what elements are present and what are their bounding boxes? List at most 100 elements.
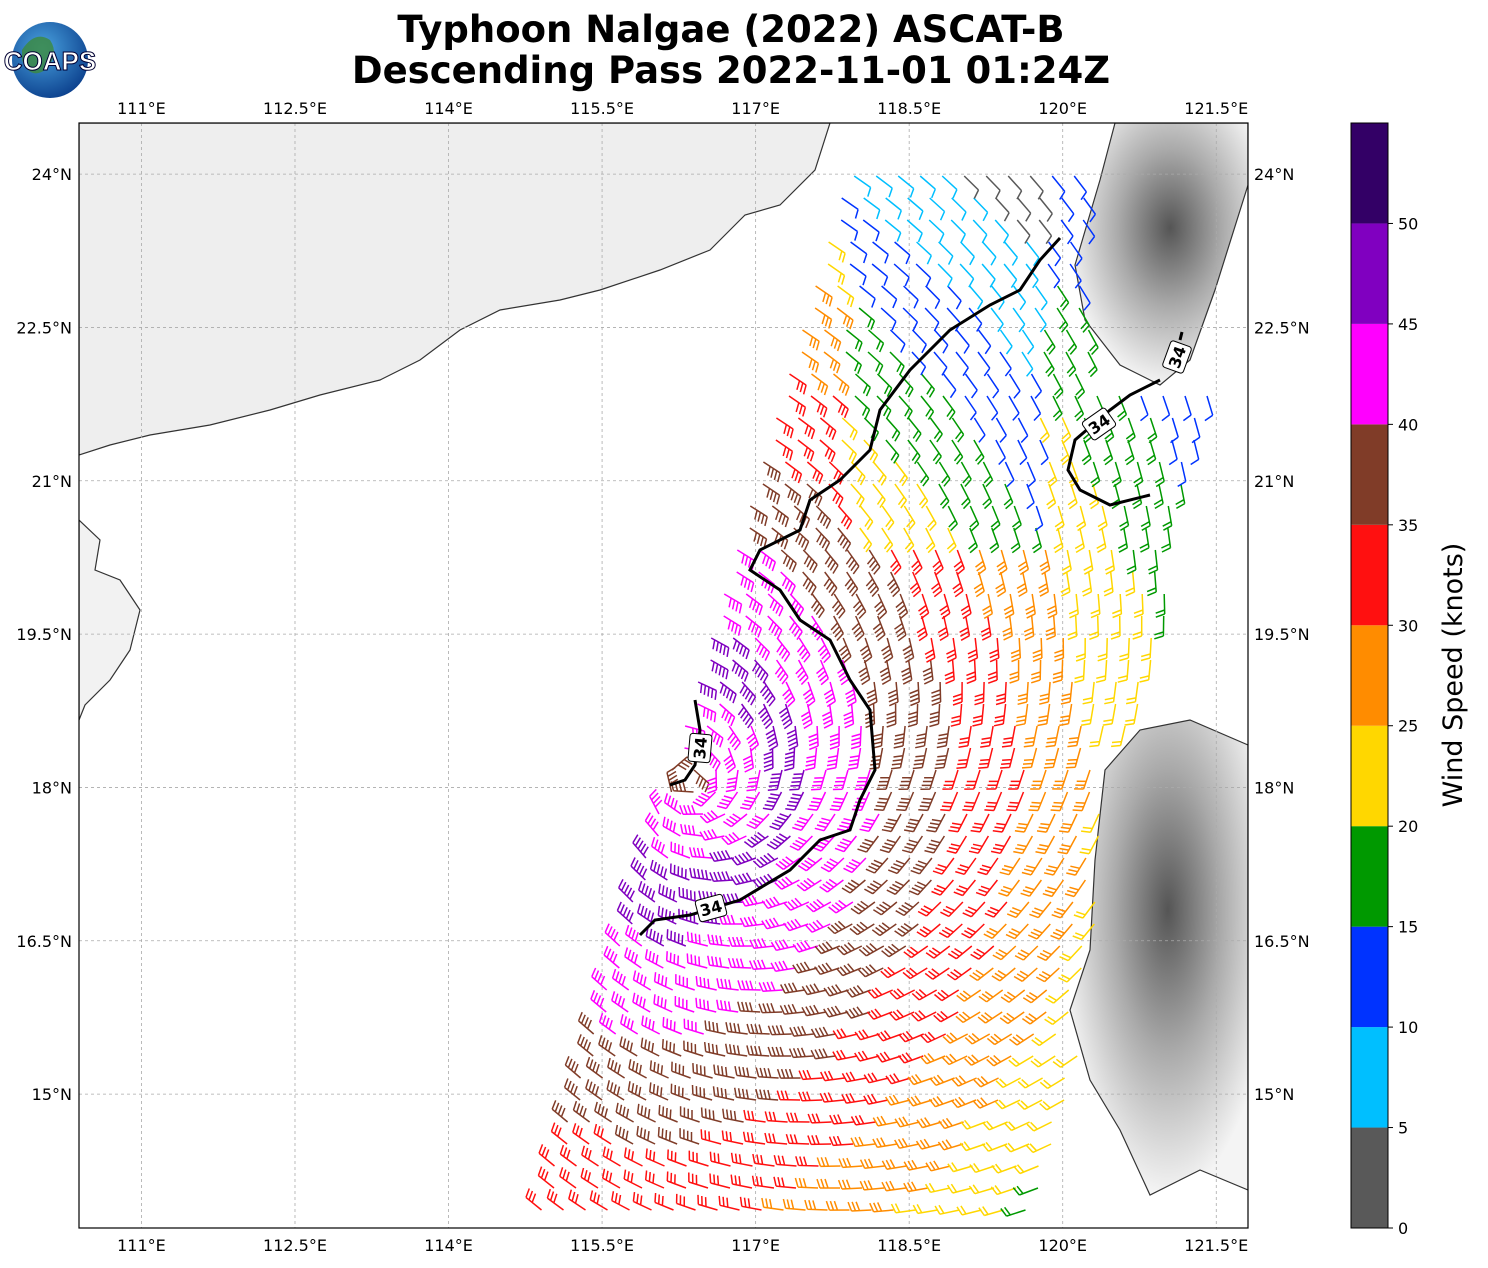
- wind-barb: [911, 549, 923, 576]
- wind-barb: [783, 918, 809, 932]
- wind-barb: [1042, 879, 1065, 898]
- wind-barb: [780, 571, 796, 595]
- wind-barb: [546, 1188, 564, 1211]
- wind-barb: [786, 725, 799, 751]
- wind-barb: [862, 219, 880, 242]
- wind-barb: [850, 241, 868, 264]
- wind-barb: [699, 829, 725, 841]
- wind-barb: [879, 659, 892, 685]
- wind-barb: [801, 351, 820, 373]
- wind-barb: [990, 505, 1001, 532]
- wind-barb: [958, 725, 972, 749]
- wind-barb: [1013, 967, 1038, 982]
- wind-barb: [946, 967, 972, 981]
- wind-barb: [890, 1203, 916, 1214]
- wind-barb: [844, 571, 859, 597]
- wind-barb: [859, 505, 874, 531]
- wind-barb: [872, 461, 887, 486]
- wind-barb: [814, 941, 841, 955]
- wind-barb: [775, 417, 794, 439]
- wind-barb: [1021, 857, 1043, 876]
- wind-barb: [989, 527, 1000, 554]
- contour-label-box: [1162, 340, 1192, 374]
- wind-barb: [618, 878, 635, 903]
- wind-barb: [875, 175, 893, 198]
- wind-barb: [1026, 1121, 1052, 1132]
- wind-barb: [1031, 1033, 1057, 1047]
- wind-barb: [670, 1083, 691, 1101]
- wind-barb: [1124, 703, 1139, 726]
- wind-barb: [973, 1075, 999, 1088]
- wind-barb: [881, 813, 902, 833]
- wind-barb: [907, 439, 921, 465]
- wind-barb: [1043, 747, 1060, 769]
- wind-barb: [985, 175, 1001, 200]
- x-tick-label: 111°E: [117, 99, 166, 118]
- wind-barb: [815, 527, 831, 552]
- wind-barb: [811, 769, 827, 791]
- wind-barb: [984, 901, 1008, 918]
- x-tick-label: 115.5°E: [570, 99, 634, 118]
- wind-barb: [1006, 791, 1025, 812]
- wind-barb: [807, 1135, 832, 1146]
- contour-label-text: 34: [690, 736, 711, 760]
- wind-barb: [1009, 1033, 1035, 1046]
- wind-barb: [745, 615, 763, 638]
- wind-barb: [986, 769, 1003, 790]
- wind-barb: [929, 1074, 955, 1086]
- wind-barb: [1009, 660, 1020, 684]
- wind-barb: [1090, 461, 1101, 488]
- wind-barb: [749, 527, 768, 549]
- wind-barb: [952, 571, 964, 598]
- wind-barb: [834, 835, 857, 853]
- wind-barb: [875, 1051, 902, 1063]
- wind-barb: [641, 1015, 661, 1035]
- wind-barb: [784, 483, 802, 506]
- wind-barb: [851, 615, 865, 642]
- wind-barb: [859, 1158, 885, 1170]
- wind-barb: [817, 637, 831, 664]
- wind-barb: [986, 395, 999, 421]
- wind-barb: [948, 813, 968, 833]
- wind-barb: [929, 197, 946, 221]
- wind-barb: [893, 725, 906, 749]
- wind-barb: [719, 681, 737, 704]
- wind-barb: [1044, 1011, 1069, 1026]
- wind-barb: [611, 968, 630, 991]
- colorbar-tick-label: 0: [1398, 1219, 1408, 1238]
- x-tick-label: 117°E: [731, 1236, 780, 1255]
- wind-barb: [783, 897, 810, 911]
- wind-barb: [1026, 461, 1036, 488]
- wind-barb: [902, 637, 915, 664]
- wind-barb: [964, 395, 977, 421]
- wind-barb: [624, 947, 642, 969]
- wind-barb: [850, 483, 865, 508]
- wind-barb: [829, 725, 840, 750]
- wind-barb: [645, 1148, 665, 1167]
- wind-barb: [819, 878, 844, 893]
- wind-barb: [1035, 967, 1060, 983]
- wind-barb: [918, 791, 937, 812]
- wind-barb: [1030, 659, 1042, 684]
- wind-barb: [946, 527, 957, 554]
- wind-barb: [1147, 417, 1158, 444]
- colorbar-segment: [1351, 424, 1388, 525]
- wind-barb: [710, 637, 730, 658]
- wind-barb: [746, 1023, 770, 1035]
- wind-barb: [833, 373, 850, 396]
- wind-barb: [734, 1065, 757, 1079]
- wind-barb: [918, 593, 930, 620]
- wind-barb: [724, 1043, 748, 1057]
- title-line: Descending Pass 2022-11-01 01:24Z: [352, 49, 1110, 92]
- wind-barb: [964, 769, 981, 790]
- wind-barb: [630, 857, 648, 881]
- wind-barb: [898, 395, 913, 420]
- wind-barb: [796, 637, 811, 663]
- wind-barb: [823, 351, 841, 374]
- wind-barb: [665, 951, 686, 969]
- wind-barb: [924, 637, 936, 663]
- plot-frame: [78, 122, 1249, 1229]
- wind-barb: [823, 571, 838, 597]
- wind-barb: [1175, 483, 1186, 509]
- wind-barb: [956, 989, 982, 1002]
